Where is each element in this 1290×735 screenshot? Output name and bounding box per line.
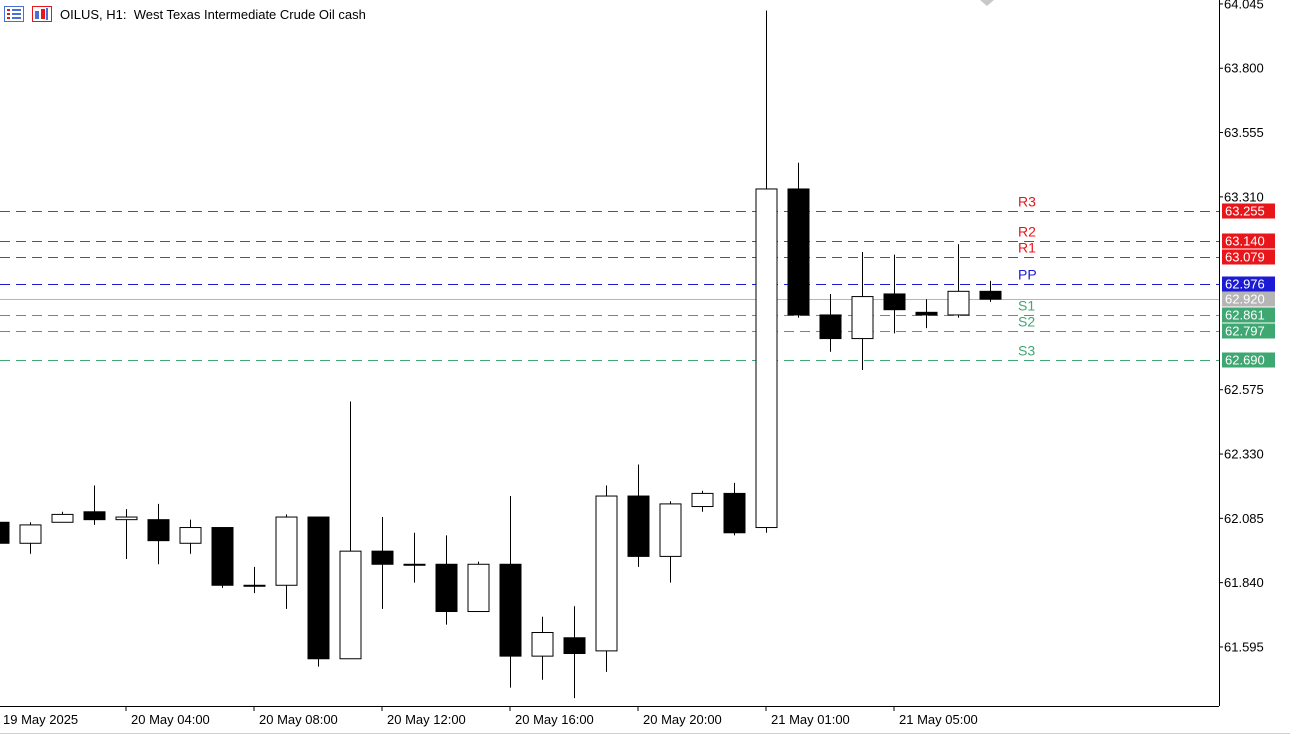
level-name-s2: S2	[1018, 314, 1035, 330]
candle-body[interactable]	[467, 563, 490, 613]
candle-body[interactable]	[19, 524, 42, 544]
level-price-badge	[1222, 307, 1275, 323]
candle-body[interactable]	[403, 563, 426, 566]
indicator-icon[interactable]	[32, 6, 52, 22]
y-tick-label: 62.085	[1224, 511, 1264, 526]
current-price-badge	[1222, 291, 1275, 307]
candle-body[interactable]	[83, 511, 106, 521]
chart-description: West Texas Intermediate Crude Oil cash	[133, 6, 366, 22]
y-tick-label: 61.840	[1224, 575, 1264, 590]
candle-body[interactable]	[531, 632, 554, 657]
level-name-r3: R3	[1018, 194, 1036, 210]
y-tick-label: 61.595	[1224, 639, 1264, 654]
trade-list-icon[interactable]	[4, 6, 24, 22]
level-price-label: 62.690	[1225, 353, 1265, 368]
chart-separator	[126, 7, 133, 22]
candle-body[interactable]	[371, 550, 394, 565]
candle-body[interactable]	[755, 188, 778, 529]
level-name-s1: S1	[1018, 298, 1035, 314]
level-price-badge	[1222, 233, 1275, 249]
chart-symbol: OILUS, H1:	[60, 6, 127, 22]
chart-header: OILUS, H1: West Texas Intermediate Crude…	[4, 4, 366, 24]
level-price-badge	[1222, 203, 1275, 219]
candle-body[interactable]	[115, 516, 138, 521]
candle-body[interactable]	[723, 492, 746, 534]
candle-body[interactable]	[947, 290, 970, 316]
candle-body[interactable]	[915, 311, 938, 316]
x-tick-label: 20 May 04:00	[131, 712, 210, 727]
y-tick-label: 64.045	[1224, 0, 1264, 11]
level-price-badge	[1222, 323, 1275, 339]
candle-body[interactable]	[275, 516, 298, 586]
level-price-label: 63.255	[1225, 204, 1265, 219]
candle-body[interactable]	[627, 495, 650, 557]
candle-body[interactable]	[147, 519, 170, 542]
shift-marker[interactable]	[980, 0, 994, 6]
level-price-label: 62.976	[1225, 277, 1265, 292]
candle-body[interactable]	[659, 503, 682, 557]
x-tick-label: 20 May 16:00	[515, 712, 594, 727]
level-name-r2: R2	[1018, 224, 1036, 240]
y-tick-label: 63.800	[1224, 61, 1264, 76]
x-tick-label: 20 May 20:00	[643, 712, 722, 727]
candle-body[interactable]	[691, 492, 714, 508]
level-price-label: 63.140	[1225, 234, 1265, 249]
candle-body[interactable]	[787, 188, 810, 316]
candle-body[interactable]	[211, 527, 234, 586]
y-tick-label: 62.330	[1224, 447, 1264, 462]
candle-body[interactable]	[307, 516, 330, 660]
level-name-r1: R1	[1018, 240, 1036, 256]
level-price-badge	[1222, 249, 1275, 265]
x-tick-label: 20 May 08:00	[259, 712, 338, 727]
candle-body[interactable]	[435, 563, 458, 613]
candle-body[interactable]	[179, 527, 202, 544]
candle-body[interactable]	[499, 563, 522, 657]
y-tick-label: 63.555	[1224, 125, 1264, 140]
candle-body[interactable]	[243, 584, 266, 587]
y-tick-label: 62.575	[1224, 382, 1264, 397]
x-tick-label: 20 May 12:00	[387, 712, 466, 727]
level-price-label: 62.861	[1225, 308, 1265, 323]
level-price-label: 62.797	[1225, 324, 1265, 339]
level-price-label: 63.079	[1225, 250, 1265, 265]
level-name-pp: PP	[1018, 267, 1037, 283]
candle-body[interactable]	[883, 293, 906, 311]
x-tick-label: 19 May 2025	[3, 712, 78, 727]
candle-body[interactable]	[819, 314, 842, 340]
level-price-badge	[1222, 276, 1275, 292]
x-tick-label: 21 May 01:00	[771, 712, 850, 727]
level-price-badge	[1222, 352, 1275, 368]
current-price-label: 62.920	[1225, 292, 1265, 307]
level-name-s3: S3	[1018, 343, 1035, 359]
y-tick-label: 63.310	[1224, 189, 1264, 204]
candle-body[interactable]	[0, 521, 10, 544]
candle-body[interactable]	[339, 550, 362, 660]
candle-body[interactable]	[595, 495, 618, 652]
candle-body[interactable]	[563, 637, 586, 655]
candle-body[interactable]	[51, 513, 74, 523]
candle-body[interactable]	[979, 290, 1002, 300]
candle-body[interactable]	[851, 296, 874, 340]
x-tick-label: 21 May 05:00	[899, 712, 978, 727]
